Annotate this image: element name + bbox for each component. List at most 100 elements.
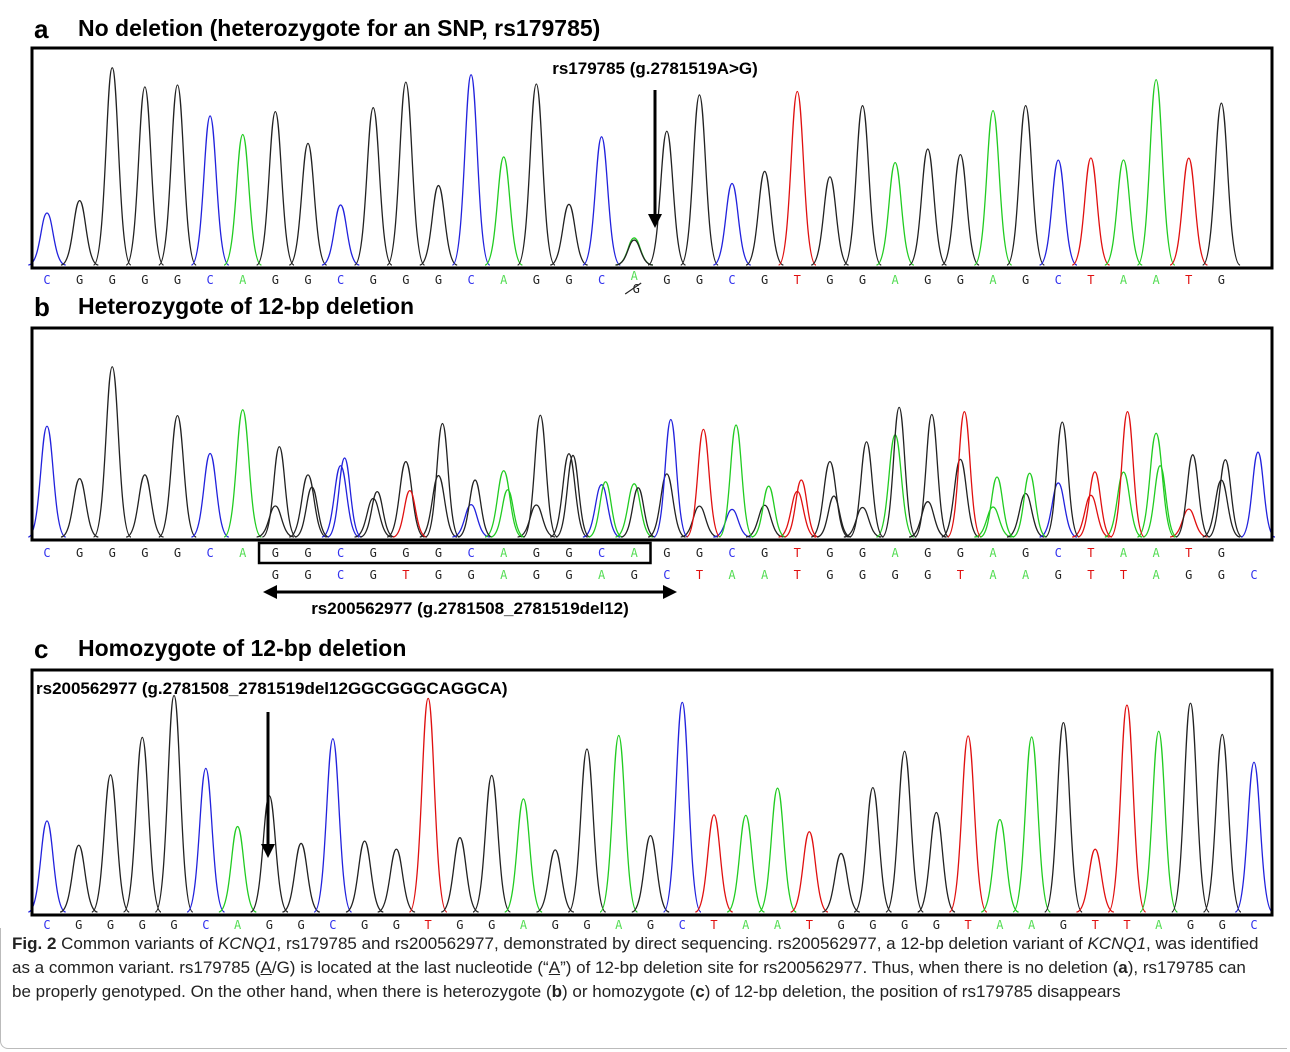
peak [980,477,1014,537]
peak [94,68,131,265]
peak [94,367,131,537]
base: A [631,269,639,283]
peak [409,698,446,912]
peak [583,137,620,265]
caption-bold: a [1118,958,1127,977]
base: T [1185,273,1192,287]
peak [28,821,65,912]
base: A [598,568,606,582]
caption-bold: c [695,982,704,1001]
peak [876,435,913,537]
base: G [533,568,540,582]
peak [191,116,228,265]
peak [360,492,394,537]
base: G [109,546,116,560]
peak [615,484,652,537]
peak [882,407,916,537]
peak [974,111,1011,265]
base: C [1055,546,1062,560]
peak [28,426,65,537]
base: C [206,273,213,287]
base: A [1153,273,1161,287]
peak [811,177,848,265]
base: G [663,273,670,287]
base: G [924,546,931,560]
peak [727,815,764,912]
peak [219,827,256,912]
peak [681,95,718,265]
base: G [272,546,279,560]
peak [1203,103,1240,265]
base: G [174,273,181,287]
base: A [1153,568,1161,582]
peak [159,85,196,265]
peak [191,453,228,537]
base: G [892,568,899,582]
base: A [989,568,997,582]
peak [918,813,955,912]
base: A [500,273,508,287]
base: G [859,568,866,582]
base: A [728,568,736,582]
base: G [957,273,964,287]
peak [378,849,415,912]
caption-text: ”) of 12-bp deletion site for rs20056297… [560,958,1118,977]
base: G [174,546,181,560]
peak [1040,160,1077,265]
base: T [1185,546,1192,560]
peak [126,87,163,265]
peak [314,739,351,912]
peak [942,155,979,265]
peak [686,429,720,537]
peak [664,702,701,912]
base: G [533,273,540,287]
peak [257,112,294,265]
arrow-head [648,214,662,228]
peak [328,458,362,537]
peak [289,475,326,537]
peak [779,92,816,265]
peak [420,186,457,265]
base: G [109,273,116,287]
peak [1235,762,1272,912]
peak [1045,422,1079,537]
base: G [957,546,964,560]
peak [224,410,261,537]
peak [1137,80,1174,265]
peak [550,454,587,537]
base: G [370,546,377,560]
peak [289,143,326,265]
peak [550,204,587,265]
figure: aNo deletion (heterozygote for an SNP, r… [0,0,1290,1052]
peak [505,799,542,912]
peak [159,416,196,537]
peak [60,845,97,912]
base: A [631,546,639,560]
base: A [1120,273,1128,287]
peak [1140,731,1177,912]
base: G [859,546,866,560]
base: C [467,273,474,287]
base: G [1218,273,1225,287]
base: G [924,568,931,582]
peak [346,841,383,912]
base: T [1087,546,1094,560]
peak [779,491,816,537]
base: G [1218,546,1225,560]
chromatograms: aNo deletion (heterozygote for an SNP, r… [0,0,1290,930]
base: G [761,273,768,287]
annotation: rs200562977 (g.2781508_2781519del12GGCGG… [36,679,508,698]
base: G [696,546,703,560]
base: T [957,568,964,582]
caption-text: , rs179785 and rs200562977, demonstrated… [277,934,1088,953]
deletion-box [259,543,650,563]
base: G [1185,568,1192,582]
base: G [1022,273,1029,287]
base: T [1087,273,1094,287]
base: G [402,273,409,287]
base: G [761,546,768,560]
base: A [761,568,769,582]
base: A [500,568,508,582]
peak [187,768,224,912]
caption-bold: b [552,982,562,1001]
